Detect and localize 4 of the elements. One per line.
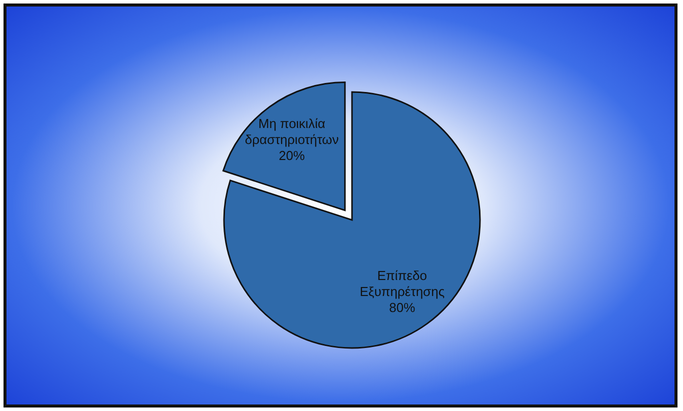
data-label: 20% [278,148,306,164]
slice-label: Μη ποικιλία δραστηριοτήτων [244,116,339,148]
data-label: 80% [389,300,416,316]
slice-label: Επίπεδο Εξυπηρέτησης [360,268,445,300]
